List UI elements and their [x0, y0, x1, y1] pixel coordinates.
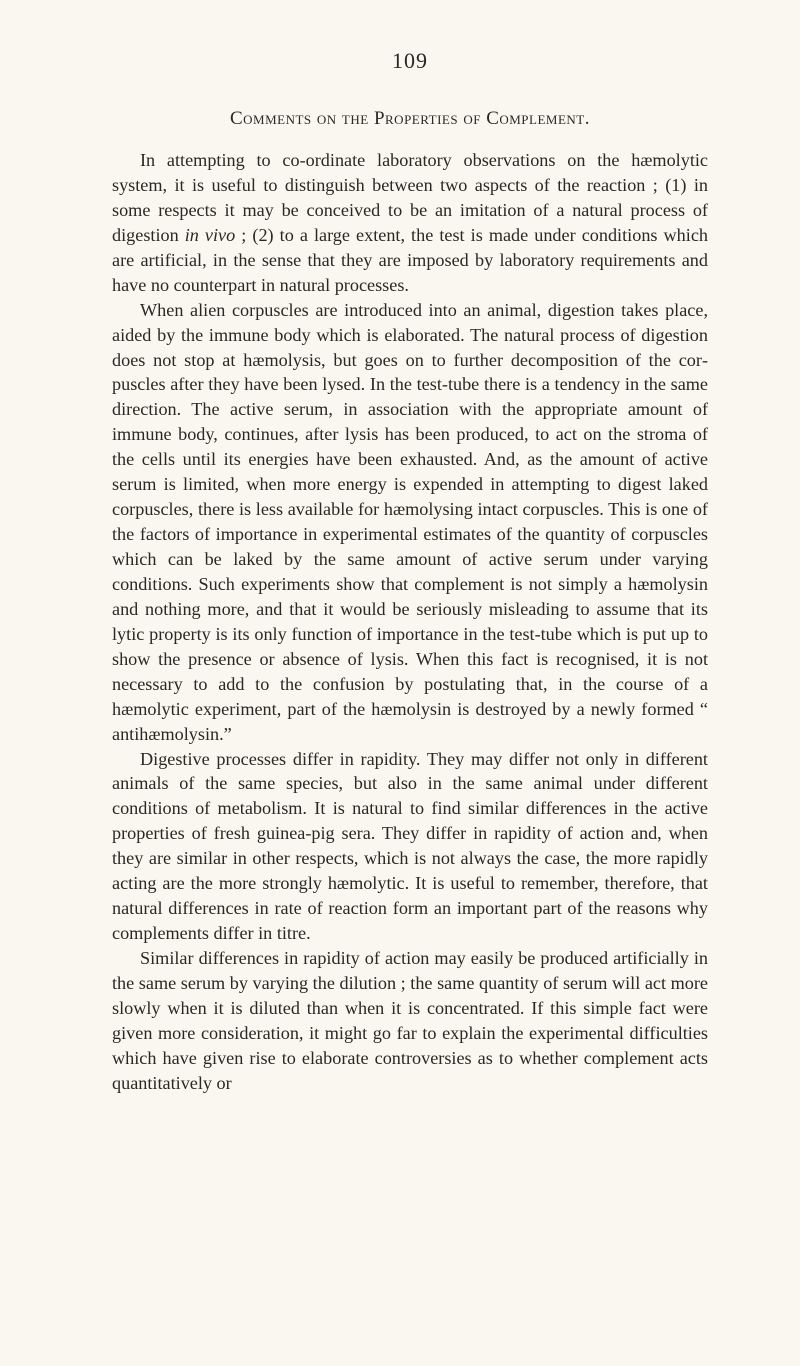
scanned-page: 109 Comments on the Properties of Comple… — [0, 0, 800, 1366]
section-title: Comments on the Properties of Complement… — [112, 108, 708, 130]
italic-phrase: in vivo — [185, 225, 236, 245]
paragraph-1: In attempting to co-ordinate laboratory … — [112, 148, 708, 298]
paragraph-4: Similar differences in rapidity of actio… — [112, 946, 708, 1096]
paragraph-3: Digestive processes differ in rapidity. … — [112, 747, 708, 947]
body-text: In attempting to co-ordinate laboratory … — [112, 148, 708, 1096]
paragraph-2: When alien corpuscles are introduced int… — [112, 298, 708, 747]
page-number: 109 — [112, 48, 708, 74]
